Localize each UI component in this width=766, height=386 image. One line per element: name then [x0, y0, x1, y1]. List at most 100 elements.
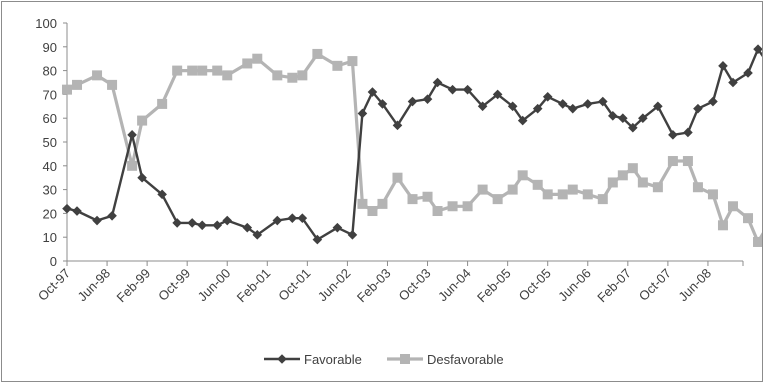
diamond-marker [157, 189, 167, 200]
diamond-marker [392, 120, 403, 131]
square-marker [627, 163, 638, 174]
square-marker [72, 79, 83, 90]
diamond-marker [62, 203, 72, 214]
square-marker [197, 65, 208, 76]
x-tick-label: Feb-07 [594, 266, 634, 306]
diamond-marker [477, 101, 488, 112]
x-tick-label: Jun-06 [555, 266, 594, 305]
square-marker [517, 170, 528, 181]
diamond-marker [212, 220, 223, 231]
diamond-marker [297, 213, 308, 223]
square-marker [617, 170, 628, 181]
square-marker [667, 156, 678, 167]
diamond-marker [407, 96, 418, 107]
y-tick-label: 30 [43, 183, 57, 198]
x-tick-label: Oct-99 [155, 266, 193, 304]
x-tick-label: Jun-00 [195, 266, 234, 305]
square-marker [367, 206, 378, 217]
x-tick-label: Feb-99 [113, 266, 153, 306]
square-marker [212, 65, 223, 76]
square-marker [62, 84, 72, 95]
legend-label: Desfavorable [427, 352, 504, 367]
legend-square-marker [400, 354, 410, 364]
diamond-marker [72, 206, 82, 216]
legend-diamond-marker [277, 354, 287, 364]
square-marker [377, 198, 388, 209]
square-marker [312, 48, 323, 59]
diamond-marker [668, 130, 678, 140]
diamond-marker [718, 61, 728, 71]
x-tick-label: Jun-02 [315, 266, 354, 305]
x-tick-label: Jun-04 [435, 266, 474, 305]
square-marker [92, 70, 103, 81]
square-marker [137, 115, 148, 126]
diamond-marker [753, 44, 763, 54]
square-marker [582, 189, 593, 200]
y-tick-label: 90 [43, 40, 57, 55]
x-tick-label: Jun-98 [74, 266, 113, 305]
y-tick-label: 80 [43, 64, 57, 79]
square-marker [717, 220, 728, 231]
square-marker [507, 184, 518, 195]
diamond-marker [492, 89, 503, 100]
diamond-marker [357, 108, 368, 119]
diamond-marker [432, 77, 443, 88]
square-marker [242, 58, 253, 69]
square-marker [347, 56, 358, 67]
square-marker [532, 179, 543, 190]
y-tick-label: 50 [43, 135, 57, 150]
y-tick-label: 100 [35, 16, 57, 31]
square-marker [652, 182, 663, 193]
diamond-marker [127, 130, 137, 140]
diamond-marker [462, 84, 473, 95]
diamond-marker [638, 113, 648, 123]
x-tick-label: Oct-07 [636, 266, 674, 304]
square-marker [407, 194, 418, 205]
diamond-marker [107, 210, 117, 221]
diamond-marker [242, 222, 253, 233]
square-marker [157, 98, 168, 109]
x-tick-label: Oct-01 [275, 266, 313, 304]
series-line [66, 48, 766, 241]
diamond-marker [507, 101, 518, 112]
diamond-marker [312, 234, 323, 245]
square-marker [692, 182, 703, 193]
x-tick-label: Jun-08 [675, 266, 714, 305]
diamond-marker [272, 215, 283, 226]
square-marker [637, 177, 648, 188]
diamond-marker [517, 115, 528, 126]
legend-item-favorable: Favorable [264, 352, 362, 367]
square-marker [332, 60, 343, 71]
diamond-marker [172, 218, 182, 228]
square-marker [753, 236, 764, 247]
square-marker [743, 213, 754, 224]
diamond-marker [197, 220, 207, 231]
square-marker [127, 160, 138, 171]
diamond-marker [708, 96, 718, 107]
legend: Favorable Desfavorable [264, 352, 504, 367]
diamond-marker [422, 94, 433, 104]
square-marker [392, 172, 403, 183]
y-tick-label: 40 [43, 159, 57, 174]
diamond-marker [542, 91, 553, 102]
diamond-marker [137, 172, 147, 183]
diamond-marker [653, 101, 663, 112]
square-marker [557, 189, 568, 200]
diamond-marker [582, 99, 593, 109]
square-marker [682, 156, 693, 167]
legend-label: Favorable [304, 352, 362, 367]
x-tick-label: Feb-01 [234, 266, 274, 306]
square-marker [567, 184, 578, 195]
y-tick-label: 10 [43, 230, 57, 245]
square-marker [477, 184, 488, 195]
diamond-marker [92, 215, 102, 226]
diamond-marker [618, 113, 628, 123]
diamond-marker [693, 103, 703, 114]
series-desfavorable [62, 48, 766, 247]
square-marker [222, 70, 233, 81]
legend-item-desfavorable: Desfavorable [387, 352, 504, 367]
diamond-marker [447, 84, 458, 95]
diamond-marker [187, 218, 197, 228]
square-marker [172, 65, 183, 76]
